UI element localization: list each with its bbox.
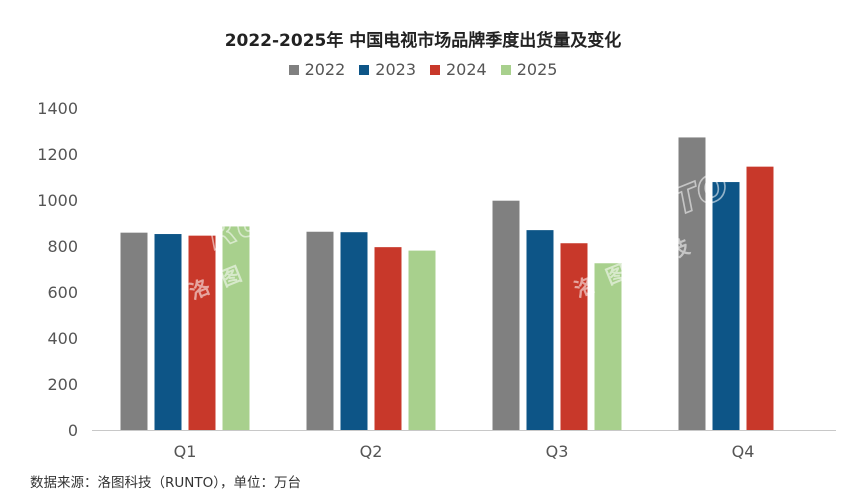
bar-q2-2023 (340, 232, 368, 430)
legend-item-2023: 2023 (359, 60, 416, 79)
legend-label: 2023 (375, 60, 416, 79)
bar-q2-2022 (306, 231, 334, 430)
legend-swatch (500, 64, 511, 75)
bar-q3-2023 (526, 230, 554, 430)
bar-q1-2022 (120, 232, 148, 430)
legend-swatch (288, 64, 299, 75)
y-tick-label: 1400 (37, 99, 78, 118)
bar-q1-2025 (222, 226, 250, 430)
legend-label: 2025 (516, 60, 558, 79)
legend-item-2025: 2025 (500, 60, 558, 79)
legend-label: 2022 (304, 60, 346, 79)
bar-q4-2023 (712, 182, 740, 430)
legend-label: 2024 (446, 60, 487, 79)
legend-swatch (430, 64, 440, 75)
bar-q1-2024 (188, 235, 216, 430)
source-note: 数据来源：洛图科技（RUNTO），单位：万台 (30, 475, 301, 491)
y-tick-label: 800 (47, 237, 78, 256)
bar-q3-2025 (594, 263, 622, 430)
bar-q4-2022 (678, 137, 706, 430)
y-tick-label: 0 (68, 421, 78, 440)
bar-q2-2024 (374, 247, 402, 430)
legend: 2022 2023 2024 2025 (0, 60, 846, 79)
x-tick-label: Q1 (174, 442, 197, 461)
x-tick-label: Q4 (732, 442, 755, 461)
chart-title: 2022-2025年 中国电视市场品牌季度出货量及变化 (224, 31, 622, 51)
y-tick-label: 1000 (37, 191, 78, 210)
bar-q2-2025 (408, 250, 436, 430)
y-tick-label: 600 (47, 283, 78, 302)
bar-q4-2024 (746, 166, 774, 430)
bar-q3-2022 (492, 200, 520, 430)
legend-swatch (359, 64, 370, 75)
y-tick-label: 1200 (37, 145, 78, 164)
x-tick-label: Q2 (360, 442, 383, 461)
bar-chart: 0 200 400 600 800 1000 1200 1400 Q1 Q2 Q3 Q4 (37, 99, 836, 461)
legend-item-2024: 2024 (430, 60, 487, 79)
legend-item-2022: 2022 (288, 60, 346, 79)
y-tick-label: 200 (47, 375, 78, 394)
x-tick-label: Q3 (546, 442, 569, 461)
y-tick-label: 400 (47, 329, 78, 348)
bar-q1-2023 (154, 234, 182, 430)
bar-q3-2024 (560, 243, 588, 430)
